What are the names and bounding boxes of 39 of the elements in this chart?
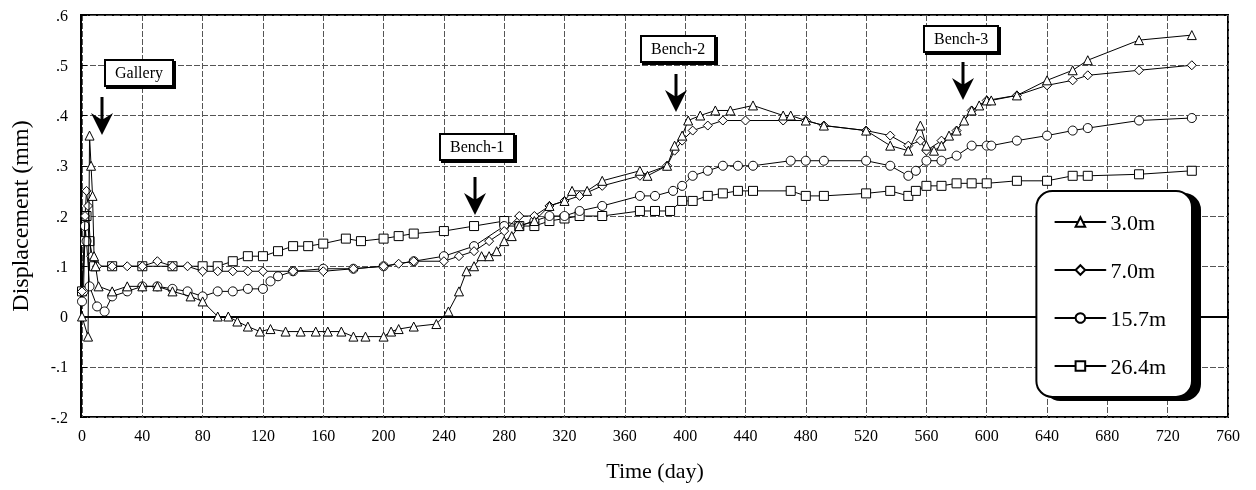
x-tick-label: 520 [854,426,879,444]
x-tick-label: 760 [1216,426,1240,444]
annotation: Bench-2 [640,35,717,63]
x-tick-label: 0 [78,426,86,444]
y-axis-title: Displacement (mm) [7,120,33,312]
annotation: Bench-1 [439,133,516,161]
x-tick-label: 80 [194,426,211,444]
y-tick-label: .5 [56,56,68,74]
x-tick-label: 560 [914,426,939,444]
y-tick-label: .4 [56,107,68,124]
x-tick-label: 240 [431,426,456,444]
x-tick-label: 720 [1155,426,1180,444]
x-tick-label: 360 [612,426,637,444]
annotation: Gallery [104,59,174,87]
y-tick-label: -.1 [50,358,68,376]
y-tick-label: -.2 [50,408,68,426]
x-tick-label: 280 [492,426,517,444]
y-tick-label: .3 [56,157,68,175]
y-tick-label: .2 [56,207,68,225]
x-tick-label: 40 [134,426,151,444]
x-tick-label: 160 [311,426,336,444]
x-axis-title: Time (day) [606,457,704,483]
x-tick-label: 640 [1035,426,1060,444]
legend-label: 7.0m [1110,257,1156,283]
y-tick-label: .1 [56,257,68,275]
legend-label: 3.0m [1110,209,1156,235]
x-tick-label: 600 [974,426,999,444]
legend-label: 15.7m [1110,305,1167,331]
x-tick-label: 480 [793,426,818,444]
y-tick-label: 0 [60,308,68,325]
x-tick-label: 320 [552,426,577,444]
x-tick-label: 440 [733,426,758,444]
x-tick-label: 120 [250,426,275,444]
y-tick-label: .6 [56,6,68,24]
x-tick-label: 400 [673,426,698,444]
x-tick-label: 680 [1095,426,1120,444]
x-tick-label: 200 [371,426,396,444]
annotation: Bench-3 [923,25,1000,53]
legend-label: 26.4m [1110,353,1167,379]
